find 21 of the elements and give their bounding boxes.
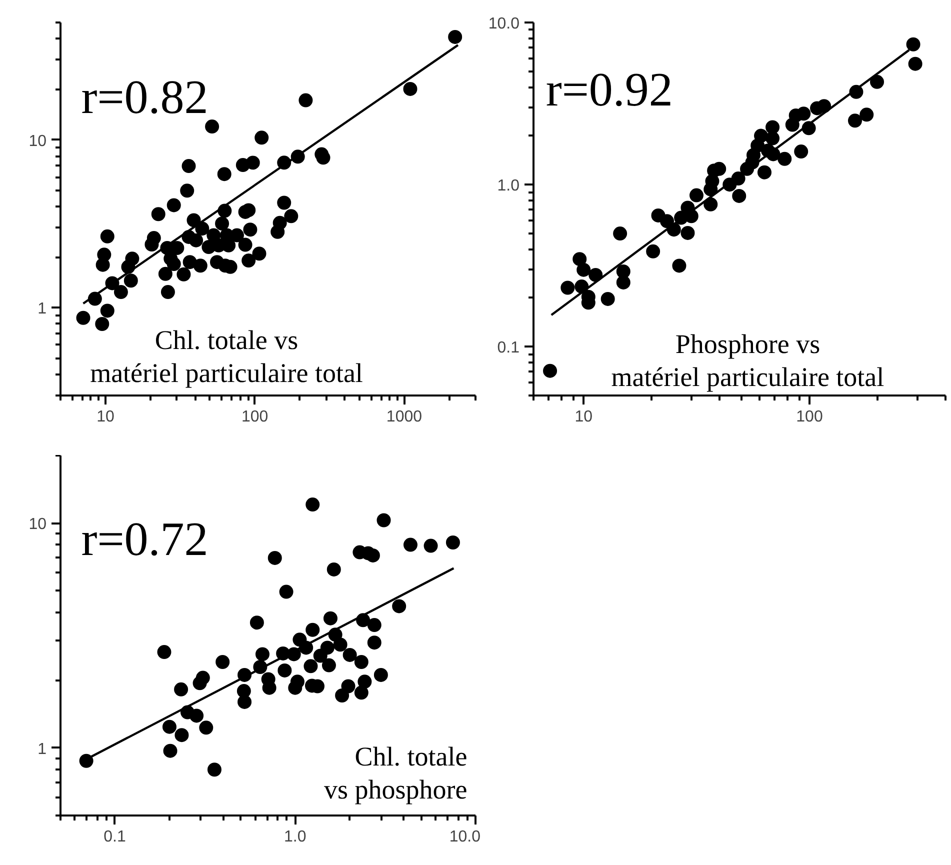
x-tick-label: 100 bbox=[242, 408, 268, 426]
annotation: Chl. totale vs matériel particulaire total bbox=[90, 325, 363, 388]
x-tick-label: 10.0 bbox=[449, 828, 481, 846]
annotation: Phosphore vs matériel particulaire total bbox=[611, 328, 884, 392]
annotation: r=0.92 bbox=[546, 64, 673, 117]
x-tick-label: 0.1 bbox=[104, 828, 126, 846]
x-tick-label: 10 bbox=[574, 408, 593, 426]
y-tick-label: 10 bbox=[28, 516, 47, 534]
y-tick-label: 0.1 bbox=[497, 340, 520, 357]
y-tick-label: 10 bbox=[28, 132, 47, 150]
y-tick-label: 1 bbox=[38, 300, 47, 318]
x-tick-label: 10 bbox=[96, 408, 114, 426]
y-tick-label: 1.0 bbox=[497, 178, 520, 195]
x-tick-label: 100 bbox=[796, 408, 823, 426]
x-tick-label: 1000 bbox=[386, 408, 422, 426]
y-tick-label: 1 bbox=[38, 740, 47, 758]
x-tick-label: 1.0 bbox=[284, 828, 306, 846]
annotation: r=0.82 bbox=[81, 70, 208, 124]
annotation: Chl. totale vs phosphore bbox=[324, 742, 468, 805]
annotation: r=0.72 bbox=[81, 513, 208, 566]
y-tick-label: 10.0 bbox=[488, 16, 520, 32]
